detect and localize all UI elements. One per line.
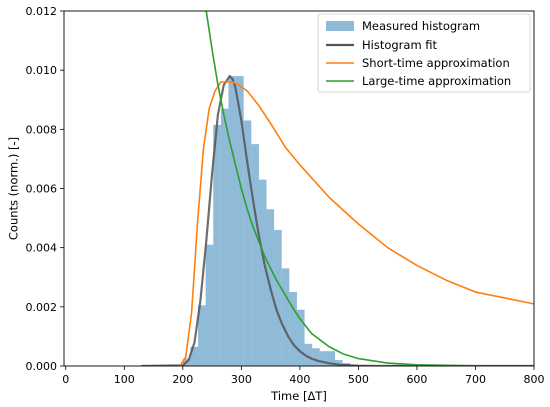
y-axis-label: Counts (norm.) [-]	[7, 137, 21, 240]
legend-swatch-histogram	[326, 21, 354, 31]
x-tick-label: 200	[172, 373, 193, 386]
histogram-bar	[289, 292, 297, 366]
chart-lines	[140, 11, 534, 366]
histogram-bar	[296, 309, 305, 366]
histogram-bar	[312, 348, 320, 366]
legend-label-large-time: Large-time approximation	[362, 74, 511, 88]
histogram-bar	[274, 229, 282, 366]
legend-box	[317, 13, 531, 93]
y-tick-label: 0.000	[26, 360, 58, 373]
large-time-line	[205, 11, 534, 366]
y-tick-label: 0.008	[26, 123, 58, 136]
histogram-bar	[220, 108, 229, 366]
short-time-line	[179, 81, 534, 366]
y-tick-label: 0.004	[26, 242, 58, 255]
histogram-bar	[198, 305, 206, 366]
histogram-bar	[304, 343, 313, 366]
histogram-bar	[281, 268, 290, 366]
y-tick-label: 0.012	[26, 5, 58, 18]
histogram-bar	[327, 351, 335, 366]
x-axis: 0 100 200 300 400 500 600 700 800	[62, 366, 545, 386]
x-axis-label: Time [ΔT]	[270, 389, 327, 403]
histogram-bar	[190, 346, 199, 366]
histogram-bar	[319, 351, 328, 366]
y-tick-label: 0.010	[26, 64, 58, 77]
histogram-bar	[213, 124, 221, 366]
legend-label-short-time: Short-time approximation	[362, 56, 510, 70]
y-axis: 0.000 0.002 0.004 0.006 0.008 0.010 0.012	[26, 5, 64, 373]
x-tick-label: 400	[289, 373, 310, 386]
x-tick-label: 100	[114, 373, 135, 386]
x-tick-label: 700	[465, 373, 486, 386]
x-tick-label: 0	[62, 373, 69, 386]
x-tick-label: 800	[524, 373, 545, 386]
histogram-bar	[228, 76, 237, 366]
y-tick-label: 0.006	[26, 183, 58, 196]
histogram-bar	[205, 244, 214, 366]
histogram-bar	[251, 144, 259, 366]
x-tick-label: 600	[406, 373, 427, 386]
y-tick-label: 0.002	[26, 301, 58, 314]
legend-label-fit: Histogram fit	[362, 38, 438, 52]
histogram-bar	[243, 120, 252, 366]
x-tick-label: 300	[231, 373, 252, 386]
histogram-bars	[182, 76, 366, 366]
histogram-bar	[334, 360, 343, 366]
legend: Measured histogram Histogram fit Short-t…	[317, 13, 531, 93]
x-tick-label: 500	[348, 373, 369, 386]
histogram-bar	[258, 179, 267, 366]
histogram-bar	[236, 76, 244, 366]
legend-label-histogram: Measured histogram	[362, 19, 480, 33]
histogram-fit-line	[140, 74, 534, 366]
